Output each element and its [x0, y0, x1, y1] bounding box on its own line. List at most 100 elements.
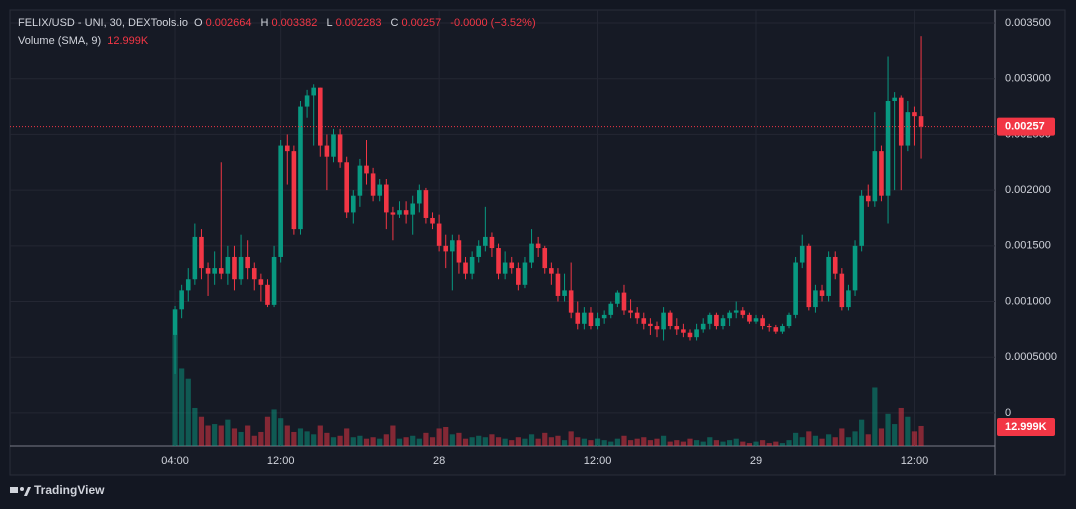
candle-body — [397, 210, 402, 215]
volume-bar — [469, 437, 475, 446]
candle-body — [291, 151, 297, 230]
volume-bar — [693, 440, 700, 446]
candle-body — [747, 314, 752, 322]
candle-body — [238, 256, 244, 280]
candle-body — [192, 236, 198, 280]
volume-bar — [773, 441, 779, 446]
candle-body — [403, 210, 409, 215]
candle-body — [212, 268, 217, 274]
volume-bar — [568, 431, 574, 446]
volume-bar — [357, 435, 363, 446]
volume-bar — [423, 432, 429, 446]
candle-body — [185, 279, 191, 291]
candle-body — [284, 145, 290, 152]
volume-bar — [317, 425, 323, 446]
volume-bar — [548, 437, 554, 446]
candle-body — [575, 312, 581, 324]
candle-body — [720, 318, 726, 327]
volume-bar — [852, 431, 858, 446]
ohlc-key: O — [194, 17, 203, 29]
candle-body — [879, 151, 884, 196]
volume-bar — [462, 438, 469, 446]
volume-bar — [918, 425, 924, 446]
volume-bars — [172, 334, 924, 446]
candle-body — [661, 312, 666, 330]
volume-bar — [403, 437, 409, 446]
candle-body — [681, 329, 686, 333]
candle-body — [265, 284, 270, 305]
candle-body — [898, 97, 904, 146]
ohlc-value: 0.002664 — [205, 17, 252, 29]
candle-body — [245, 256, 250, 269]
volume-bar — [700, 441, 706, 446]
candle-body — [826, 256, 831, 296]
volume-bar — [231, 428, 238, 446]
volume-bar — [337, 435, 343, 446]
candle-body — [813, 290, 818, 308]
volume-bar — [594, 438, 601, 446]
candle-body — [344, 162, 349, 213]
candle-body — [476, 245, 482, 257]
volume-bar — [535, 438, 541, 446]
ohlc-header: FELIX/USD - UNI, 30, DEXTools.io O 0.0026… — [18, 17, 542, 29]
candle-body — [278, 145, 283, 257]
candle-body — [443, 245, 449, 252]
volume-bar — [396, 438, 403, 446]
candle-body — [568, 290, 574, 313]
last-price-label: 0.00257 — [1005, 121, 1045, 133]
volume-title: Volume (SMA, 9) — [18, 35, 102, 47]
volume-bar — [865, 434, 871, 446]
volume-bar — [601, 440, 607, 446]
volume-bar — [350, 437, 356, 446]
volume-bar — [429, 437, 436, 446]
volume-bar — [456, 432, 462, 446]
volume-bar — [885, 413, 891, 446]
volume-bar — [304, 431, 310, 446]
volume-bar — [911, 431, 918, 446]
volume-bar — [172, 334, 178, 446]
volume-bar — [766, 443, 772, 446]
volume-bar — [476, 435, 482, 446]
candle-body — [786, 314, 792, 327]
volume-bar — [416, 438, 422, 446]
candle-body — [179, 290, 184, 310]
volume-bar — [660, 435, 667, 446]
volume-bar — [278, 418, 284, 446]
volume-bar — [495, 437, 502, 446]
volume-bar — [185, 378, 191, 446]
volume-bar — [878, 428, 885, 446]
candle-body — [654, 326, 660, 330]
volume-bar — [383, 434, 389, 446]
candle-body — [588, 312, 594, 327]
candle-body — [516, 268, 521, 285]
candle-body — [423, 190, 429, 218]
volume-bar — [892, 424, 898, 446]
candle-body — [839, 273, 845, 308]
candle-body — [271, 256, 277, 305]
candle-body — [450, 240, 455, 252]
y-tick-label: 0.002000 — [1005, 184, 1051, 196]
candle-body — [852, 245, 858, 291]
candle-body — [694, 329, 699, 338]
volume-bar — [614, 438, 620, 446]
volume-bar — [212, 424, 218, 446]
candle-body — [232, 256, 237, 280]
candle-body — [714, 314, 719, 327]
candle-body — [469, 256, 475, 274]
volume-bar — [311, 434, 317, 446]
volume-header: Volume (SMA, 9) 12.999K — [18, 35, 154, 47]
candle-body — [199, 236, 204, 269]
candle-body — [773, 327, 779, 332]
candle-body — [417, 190, 422, 204]
volume-bar — [819, 438, 825, 446]
volume-bar — [251, 435, 257, 446]
candle-body — [799, 245, 805, 263]
candle-body — [529, 243, 534, 263]
volume-bar — [753, 441, 759, 446]
volume-bar — [786, 440, 792, 446]
candle-body — [918, 116, 924, 127]
volume-bar — [779, 443, 786, 446]
candle-body — [793, 262, 798, 315]
candle-body — [667, 312, 673, 327]
volume-bar — [621, 435, 627, 446]
